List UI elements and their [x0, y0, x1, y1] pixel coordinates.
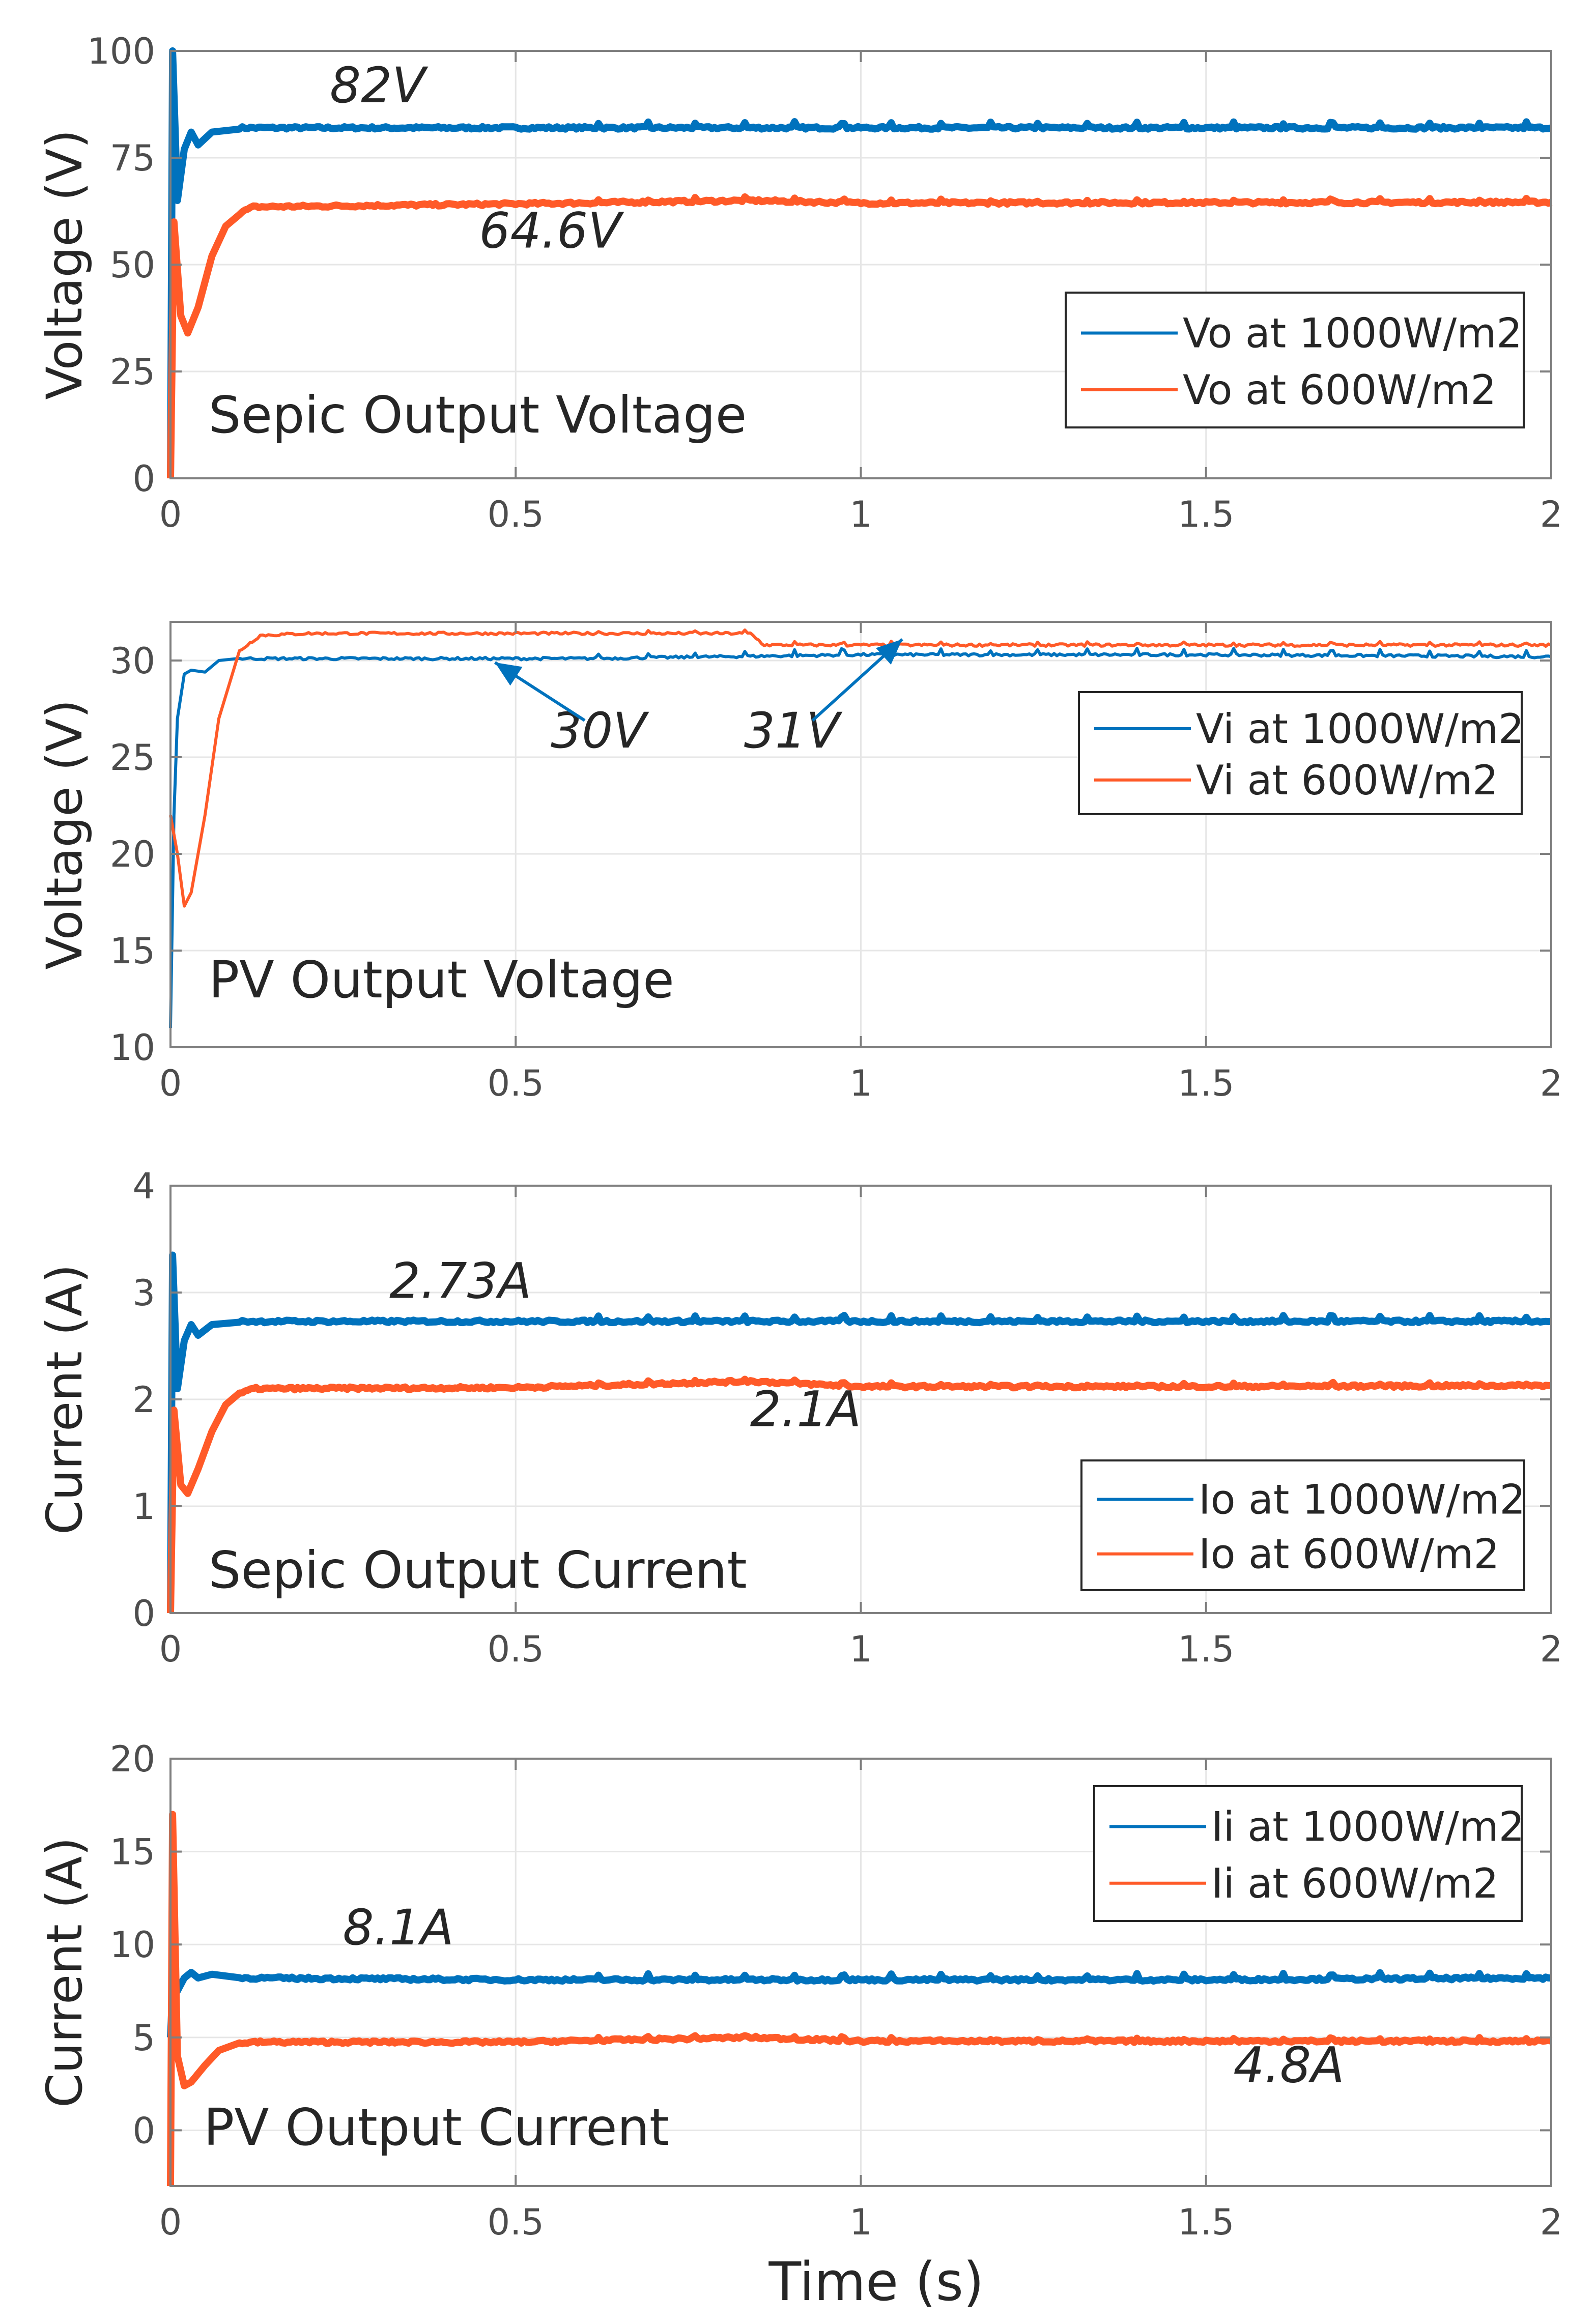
- series-line-1: [167, 47, 1552, 479]
- legend-box: [1093, 1785, 1523, 1922]
- y-tick-label: 30: [110, 640, 155, 682]
- series-line-1: [167, 1251, 1552, 1614]
- x-tick-label: 1.5: [1178, 494, 1234, 535]
- y-tick-label: 0: [132, 1593, 155, 1634]
- y-tick-label: 0: [132, 2110, 155, 2151]
- y-tick-label: 2: [132, 1379, 155, 1421]
- legend-label: Ii at 1000W/m2: [1211, 1803, 1525, 1851]
- value-annotation: 82V: [330, 57, 429, 114]
- y-tick-label: 10: [110, 1924, 155, 1966]
- x-tick-label: 0: [159, 1063, 182, 1104]
- annotation-arrow-head: [495, 662, 523, 686]
- y-tick-label: 3: [132, 1272, 155, 1314]
- y-tick-label: 10: [110, 1027, 155, 1069]
- legend-label: Vi at 600W/m2: [1196, 757, 1498, 804]
- value-annotation: 2.73A: [389, 1253, 531, 1310]
- x-tick-label: 0.5: [488, 494, 544, 535]
- x-tick-label: 2: [1540, 2201, 1563, 2243]
- panel-title: Sepic Output Voltage: [209, 385, 747, 445]
- y-tick-label: 1: [132, 1486, 155, 1528]
- series-line-2: [167, 193, 1553, 479]
- x-tick-label: 0: [159, 2201, 182, 2243]
- legend-box: [1080, 1459, 1525, 1591]
- x-tick-label: 1.5: [1178, 1628, 1234, 1670]
- y-tick-label: 0: [132, 458, 155, 500]
- legend-label: Vo at 1000W/m2: [1183, 310, 1522, 357]
- x-tick-label: 2: [1540, 1063, 1563, 1104]
- x-tick-label: 0: [159, 494, 182, 535]
- value-annotation: 2.1A: [750, 1381, 861, 1438]
- legend-box: [1065, 292, 1525, 428]
- y-tick-label: 25: [110, 351, 155, 393]
- x-tick-label: 1: [849, 2201, 872, 2243]
- series-line-2: [167, 1375, 1552, 1614]
- x-tick-label: 1: [849, 1063, 872, 1104]
- x-axis-title: Time (s): [768, 2251, 984, 2313]
- value-annotation: 64.6V: [479, 202, 624, 259]
- y-tick-label: 75: [110, 137, 155, 179]
- legend-box: [1078, 691, 1523, 815]
- x-tick-label: 2: [1540, 494, 1563, 535]
- legend: Io at 1000W/m2 Io at 600W/m2: [1080, 1459, 1525, 1591]
- value-annotation: 4.8A: [1233, 2036, 1344, 2093]
- panel-3: 0 0.5 1 1.5 2 0 1 2 3 4 Current (A) Sepic Output Cu…: [36, 1165, 1562, 1670]
- x-tick-label: 1.5: [1178, 1063, 1234, 1104]
- series-line-2: [167, 1811, 1553, 2187]
- y-tick-label: 4: [132, 1165, 155, 1207]
- panel-title: PV Output Voltage: [209, 950, 674, 1010]
- y-axis-label: Current (A): [36, 1264, 93, 1535]
- x-tick-label: 0.5: [488, 1628, 544, 1670]
- x-tick-label: 0: [159, 1628, 182, 1670]
- y-tick-label: 5: [132, 2017, 155, 2059]
- legend-label: Io at 1000W/m2: [1199, 1476, 1525, 1524]
- panel-title: PV Output Current: [204, 2098, 669, 2157]
- x-tick-label: 1: [849, 1628, 872, 1670]
- y-axis-label: Voltage (V): [36, 129, 93, 399]
- y-tick-label: 20: [110, 834, 155, 875]
- y-tick-label: 15: [110, 930, 155, 972]
- y-axis-label: Current (A): [36, 1837, 93, 2108]
- x-tick-label: 2: [1540, 1628, 1563, 1670]
- y-axis-label: Voltage (V): [36, 699, 93, 969]
- panel-1: 0 0.5 1 1.5 2 0 25 50 75 100 Voltage (V) Sepic Outp…: [36, 31, 1562, 535]
- y-tick-label: 100: [87, 31, 155, 72]
- panel-2: 0 0.5 1 1.5 2 10 15 20 25 30 Voltage (V) PV Output …: [36, 621, 1563, 1104]
- y-tick-label: 20: [110, 1738, 155, 1780]
- legend: Ii at 1000W/m2 Ii at 600W/m2: [1093, 1785, 1525, 1922]
- value-annotation: 30V: [551, 702, 649, 759]
- legend-label: Vi at 1000W/m2: [1196, 705, 1524, 753]
- x-tick-label: 1: [849, 494, 872, 535]
- x-tick-label: 0.5: [488, 2201, 544, 2243]
- y-tick-label: 15: [110, 1831, 155, 1873]
- legend-label: Io at 600W/m2: [1199, 1531, 1499, 1578]
- x-tick-label: 1.5: [1178, 2201, 1234, 2243]
- y-tick-label: 25: [110, 737, 155, 779]
- y-tick-label: 50: [110, 244, 155, 286]
- panel-title: Sepic Output Current: [209, 1540, 747, 1600]
- legend: Vo at 1000W/m2 Vo at 600W/m2: [1065, 292, 1525, 428]
- legend-label: Ii at 600W/m2: [1211, 1860, 1499, 1907]
- x-tick-label: 0.5: [488, 1063, 544, 1104]
- series-line-1: [167, 1959, 1552, 2038]
- value-annotation: 8.1A: [343, 1899, 453, 1956]
- annotation-arrow-head: [876, 639, 902, 665]
- legend-label: Vo at 600W/m2: [1183, 366, 1496, 414]
- value-annotation: 31V: [744, 702, 843, 759]
